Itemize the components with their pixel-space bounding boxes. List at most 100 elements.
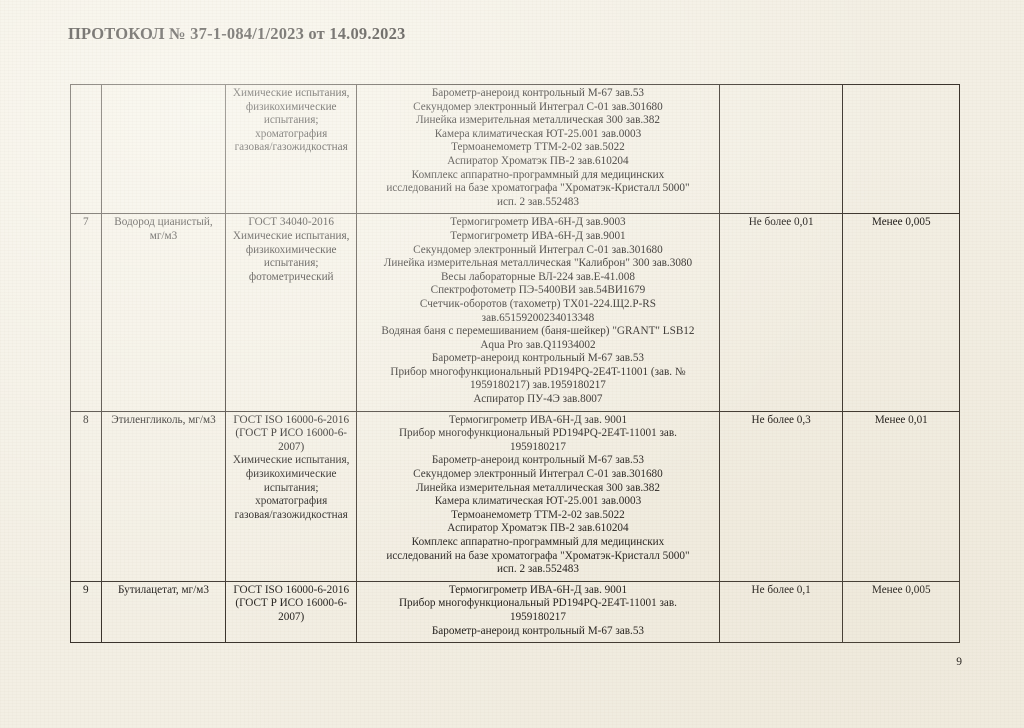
cell-parameter: Этиленгликоль, мг/м3 [100,410,227,582]
cell-result-line: Менее 0,01 [874,413,928,426]
cell-method-line: 2007) [278,440,305,453]
cell-equipment-line: Комплекс аппаратно-программный для медиц… [411,536,665,548]
cell-equipment-line: Секундомер электронный Интеграл С-01 зав… [413,243,663,256]
cell-method: ГОСТ 34040-2016 Химические испытания, физи… [225,213,358,412]
protocol-table: Химические испытания, физикохимические исп… [70,83,960,644]
cell-equipment-line: зав.65159200234013348 [481,311,595,324]
cell-norm: Не более 0,3 [718,410,844,582]
cell-equipment-line: Aqua Pro зав.Q11934002 [480,338,596,351]
protocol-table-body: Химические испытания, физикохимические исп… [70,83,960,644]
cell-equipment-line: Аспиратор ПУ-4Э зав.8007 [473,393,603,406]
page-number: 9 [956,656,962,668]
cell-parameter-line: Водород цианистый, [114,216,213,229]
cell-parameter-line: мг/м3 [149,229,178,242]
cell-equipment-line: Термогигрометр ИВА-6Н-Д зав.9003 [450,216,626,229]
cell-norm-line: Не более 0,1 [751,583,811,596]
table-row: Химические испытания, физикохимические исп… [70,83,960,215]
cell-method-line: фотометрический [248,270,334,283]
cell-parameter: Бутилацетат, мг/м3 [100,580,227,644]
cell-result: Менее 0,005 [842,213,960,412]
cell-index: 7 [70,213,102,412]
cell-index: 9 [70,580,102,644]
cell-equipment: Барометр-анероид контрольный М-67 зав.53… [356,83,720,215]
cell-equipment: Термогигрометр ИВА-6Н-Д зав. 9001 Прибор … [356,410,720,582]
cell-method-line: физикохимические [245,100,337,113]
cell-method-line: ГОСТ 34040-2016 [248,216,334,229]
cell-equipment-line: Спектрофотометр ПЭ-5400ВИ зав.54ВИ1679 [430,284,646,297]
cell-method-line: газовая/газожидкостная [234,508,348,521]
cell-result: Менее 0,01 [842,410,960,582]
cell-norm [718,83,844,215]
cell-equipment-line: Термогигрометр ИВА-6Н-Д зав.9001 [450,229,626,242]
protocol-table-wrapper: Химические испытания, физикохимические исп… [70,83,960,644]
table-row: 8 Этиленгликоль, мг/м3 ГОСТ ISO 16000-6-20… [70,410,960,582]
cell-equipment-line: Камера климатическая ЮТ-25.001 зав.0003 [434,127,642,140]
cell-equipment-line: Линейка измерительная металлическая "Кал… [383,257,693,270]
cell-result: Менее 0,005 [842,580,960,644]
cell-index: 8 [70,410,102,582]
cell-equipment-line: Аспиратор Хроматэк ПВ-2 зав.610204 [447,522,629,535]
cell-method-line: Химические испытания, [232,454,350,467]
cell-equipment-line: 1959180217 [509,610,566,623]
cell-equipment-line: Термоанемометр ТТМ-2-02 зав.5022 [451,508,625,521]
cell-equipment-line: Прибор многофункциональный PD194PQ-2E4T-… [398,597,677,610]
cell-equipment-line: 1959180217 [509,440,566,453]
cell-equipment-line: Линейка измерительная металлическая 300 … [415,114,660,127]
cell-equipment-line: Термогигрометр ИВА-6Н-Д зав. 9001 [448,583,628,596]
cell-norm-line: Не более 0,01 [748,216,814,229]
cell-method-line: испытания; [263,114,319,127]
cell-parameter-line: Бутилацетат, мг/м3 [118,583,209,596]
cell-equipment-line: Весы лабораторные ВЛ-224 зав.Е-41.008 [440,270,635,283]
cell-index-line: 8 [83,413,89,426]
cell-method-line: Химические испытания, [232,87,350,99]
cell-equipment-line: Термоанемометр ТТМ-2-02 зав.5022 [451,141,625,154]
cell-equipment-line: Счетчик-оборотов (тахометр) ТХ01-224.Щ2.… [419,297,656,310]
cell-parameter-line: Этиленгликоль, мг/м3 [111,413,216,426]
cell-equipment: Термогигрометр ИВА-6Н-Д зав.9003 Термогиг… [356,213,720,412]
cell-method-line: газовая/газожидкостная [234,141,348,154]
cell-result-line: Менее 0,005 [871,583,931,596]
cell-equipment-line: исследований на базе хроматографа "Хрома… [386,182,690,195]
cell-equipment-line: Комплекс аппаратно-программный для медиц… [411,168,665,181]
cell-equipment-line: Линейка измерительная металлическая 300 … [415,481,660,494]
cell-equipment-line: 1959180217) зав.1959180217 [470,379,606,392]
cell-method-line: (ГОСТ Р ИСО 16000-6- [235,597,348,610]
cell-method: ГОСТ ISO 16000-6-2016 (ГОСТ Р ИСО 16000-6… [225,580,358,644]
cell-equipment-line: Барометр-анероид контрольный М-67 зав.53 [431,87,645,99]
cell-equipment-line: Аспиратор Хроматэк ПВ-2 зав.610204 [447,154,629,167]
cell-equipment-line: Камера климатическая ЮТ-25.001 зав.0003 [434,495,642,508]
cell-result [842,83,960,215]
cell-method-line: испытания; [263,481,319,494]
cell-parameter [100,83,227,215]
cell-norm: Не более 0,01 [718,213,844,412]
cell-method-line: испытания; [263,257,319,270]
cell-method: ГОСТ ISO 16000-6-2016 (ГОСТ Р ИСО 16000-6… [225,410,358,582]
cell-equipment-line: Барометр-анероид контрольный М-67 зав.53 [431,454,645,467]
cell-equipment-line: Секундомер электронный Интеграл С-01 зав… [413,468,663,481]
table-row: 9 Бутилацетат, мг/м3 ГОСТ ISO 16000-6-2016… [70,580,960,644]
cell-method-line: хроматография [255,127,328,140]
cell-method-line: хроматография [255,495,328,508]
cell-method-line: физикохимические [245,468,337,481]
cell-method-line: Химические испытания, [232,229,350,242]
cell-equipment-line: исп. 2 зав.552483 [496,563,579,576]
cell-index-line: 9 [83,583,89,596]
cell-method-line: ГОСТ ISO 16000-6-2016 [233,413,350,426]
cell-equipment-line: Прибор многофункциональный PD194PQ-2E4T-… [390,365,686,378]
cell-equipment-line: Барометр-анероид контрольный М-67 зав.53 [431,352,645,365]
cell-method-line: ГОСТ ISO 16000-6-2016 [233,583,350,596]
cell-equipment-line: Термогигрометр ИВА-6Н-Д зав. 9001 [448,413,628,426]
cell-equipment-line: исп. 2 зав.552483 [496,195,579,208]
cell-parameter: Водород цианистый, мг/м3 [100,213,227,412]
cell-equipment: Термогигрометр ИВА-6Н-Д зав. 9001 Прибор … [356,580,720,644]
table-row: 7 Водород цианистый, мг/м3 ГОСТ 34040-2016 Х… [70,213,960,412]
cell-index [70,83,102,215]
cell-method: Химические испытания, физикохимические исп… [225,83,358,215]
cell-equipment-line: Прибор многофункциональный PD194PQ-2E4T-… [398,427,677,440]
cell-equipment-line: исследований на базе хроматографа "Хрома… [386,549,690,562]
cell-result-line: Менее 0,005 [871,216,931,229]
cell-equipment-line: Секундомер электронный Интеграл С-01 зав… [413,100,663,113]
cell-norm: Не более 0,1 [718,580,844,644]
cell-method-line: 2007) [278,610,305,623]
cell-method-line: (ГОСТ Р ИСО 16000-6- [235,427,348,440]
